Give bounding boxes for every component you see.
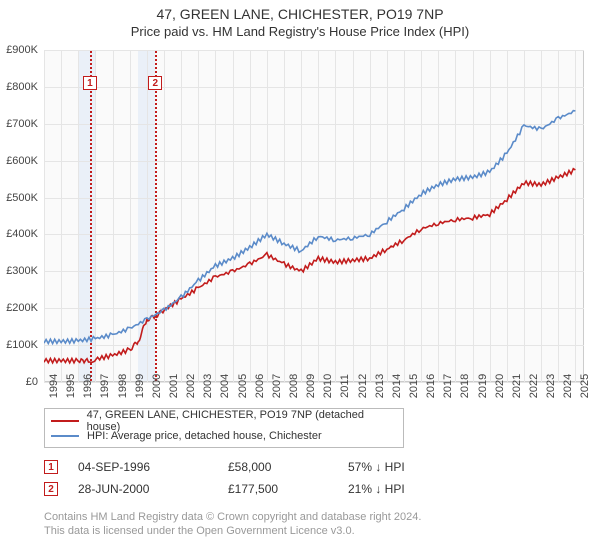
x-axis-label: 1995	[65, 374, 77, 398]
x-axis-label: 2022	[528, 374, 540, 398]
x-axis-label: 2025	[579, 374, 591, 398]
y-axis-label: £400K	[6, 228, 38, 240]
x-axis-label: 2013	[374, 374, 386, 398]
x-axis-label: 1996	[82, 374, 94, 398]
y-axis-label: £100K	[6, 339, 38, 351]
x-axis-label: 1997	[99, 374, 111, 398]
y-axis-label: £500K	[6, 192, 38, 204]
footnote-line: Contains HM Land Registry data © Crown c…	[44, 510, 421, 524]
x-axis-label: 2014	[391, 374, 403, 398]
x-axis-label: 1999	[134, 374, 146, 398]
x-axis-label: 2023	[545, 374, 557, 398]
y-axis-label: £900K	[6, 44, 38, 56]
legend-swatch-property	[51, 420, 79, 422]
series-hpi	[44, 111, 575, 344]
legend: 47, GREEN LANE, CHICHESTER, PO19 7NP (de…	[44, 408, 404, 448]
x-axis-label: 2019	[477, 374, 489, 398]
chart-lines	[44, 50, 584, 382]
x-axis-label: 2003	[202, 374, 214, 398]
sale-marker-icon: 2	[148, 76, 162, 90]
x-axis-label: 2000	[151, 374, 163, 398]
page-title: 47, GREEN LANE, CHICHESTER, PO19 7NP	[0, 6, 600, 22]
x-axis-label: 2007	[271, 374, 283, 398]
x-axis-label: 2005	[237, 374, 249, 398]
sale-diff: 57% ↓ HPI	[348, 460, 448, 474]
y-axis-label: £0	[26, 376, 38, 388]
x-axis-label: 2001	[168, 374, 180, 398]
sale-row: 2 28-JUN-2000 £177,500 21% ↓ HPI	[44, 478, 448, 500]
y-axis-label: £700K	[6, 118, 38, 130]
sale-marker-icon: 1	[44, 460, 58, 474]
x-axis-label: 2008	[288, 374, 300, 398]
x-axis-label: 2017	[442, 374, 454, 398]
x-axis-label: 2004	[219, 374, 231, 398]
x-axis-label: 2018	[459, 374, 471, 398]
x-axis-label: 2020	[494, 374, 506, 398]
x-axis-label: 2016	[425, 374, 437, 398]
footnote: Contains HM Land Registry data © Crown c…	[44, 510, 421, 539]
x-axis-label: 2021	[511, 374, 523, 398]
subtitle: Price paid vs. HM Land Registry's House …	[0, 24, 600, 39]
x-axis-label: 1994	[48, 374, 60, 398]
x-axis-label: 2002	[185, 374, 197, 398]
footnote-line: This data is licensed under the Open Gov…	[44, 524, 421, 538]
x-axis-label: 1998	[117, 374, 129, 398]
sale-date: 28-JUN-2000	[78, 482, 208, 496]
y-axis-label: £800K	[6, 81, 38, 93]
y-axis-label: £300K	[6, 265, 38, 277]
x-axis-label: 2024	[562, 374, 574, 398]
series-property	[44, 169, 575, 363]
x-axis-label: 2006	[254, 374, 266, 398]
price-chart: 12 £0£100K£200K£300K£400K£500K£600K£700K…	[44, 50, 584, 382]
x-axis-label: 2011	[339, 374, 351, 398]
sale-marker-icon: 2	[44, 482, 58, 496]
sales-table: 1 04-SEP-1996 £58,000 57% ↓ HPI 2 28-JUN…	[44, 456, 448, 500]
sale-date: 04-SEP-1996	[78, 460, 208, 474]
x-axis-label: 2015	[408, 374, 420, 398]
x-axis-label: 2009	[305, 374, 317, 398]
sale-marker-icon: 1	[83, 76, 97, 90]
legend-swatch-hpi	[51, 435, 79, 437]
sale-price: £177,500	[228, 482, 328, 496]
x-axis-label: 2010	[322, 374, 334, 398]
y-axis-label: £600K	[6, 155, 38, 167]
sale-price: £58,000	[228, 460, 328, 474]
sale-diff: 21% ↓ HPI	[348, 482, 448, 496]
legend-item-property: 47, GREEN LANE, CHICHESTER, PO19 7NP (de…	[51, 413, 397, 428]
legend-label-hpi: HPI: Average price, detached house, Chic…	[87, 430, 322, 442]
sale-row: 1 04-SEP-1996 £58,000 57% ↓ HPI	[44, 456, 448, 478]
y-axis-label: £200K	[6, 302, 38, 314]
x-axis-label: 2012	[357, 374, 369, 398]
